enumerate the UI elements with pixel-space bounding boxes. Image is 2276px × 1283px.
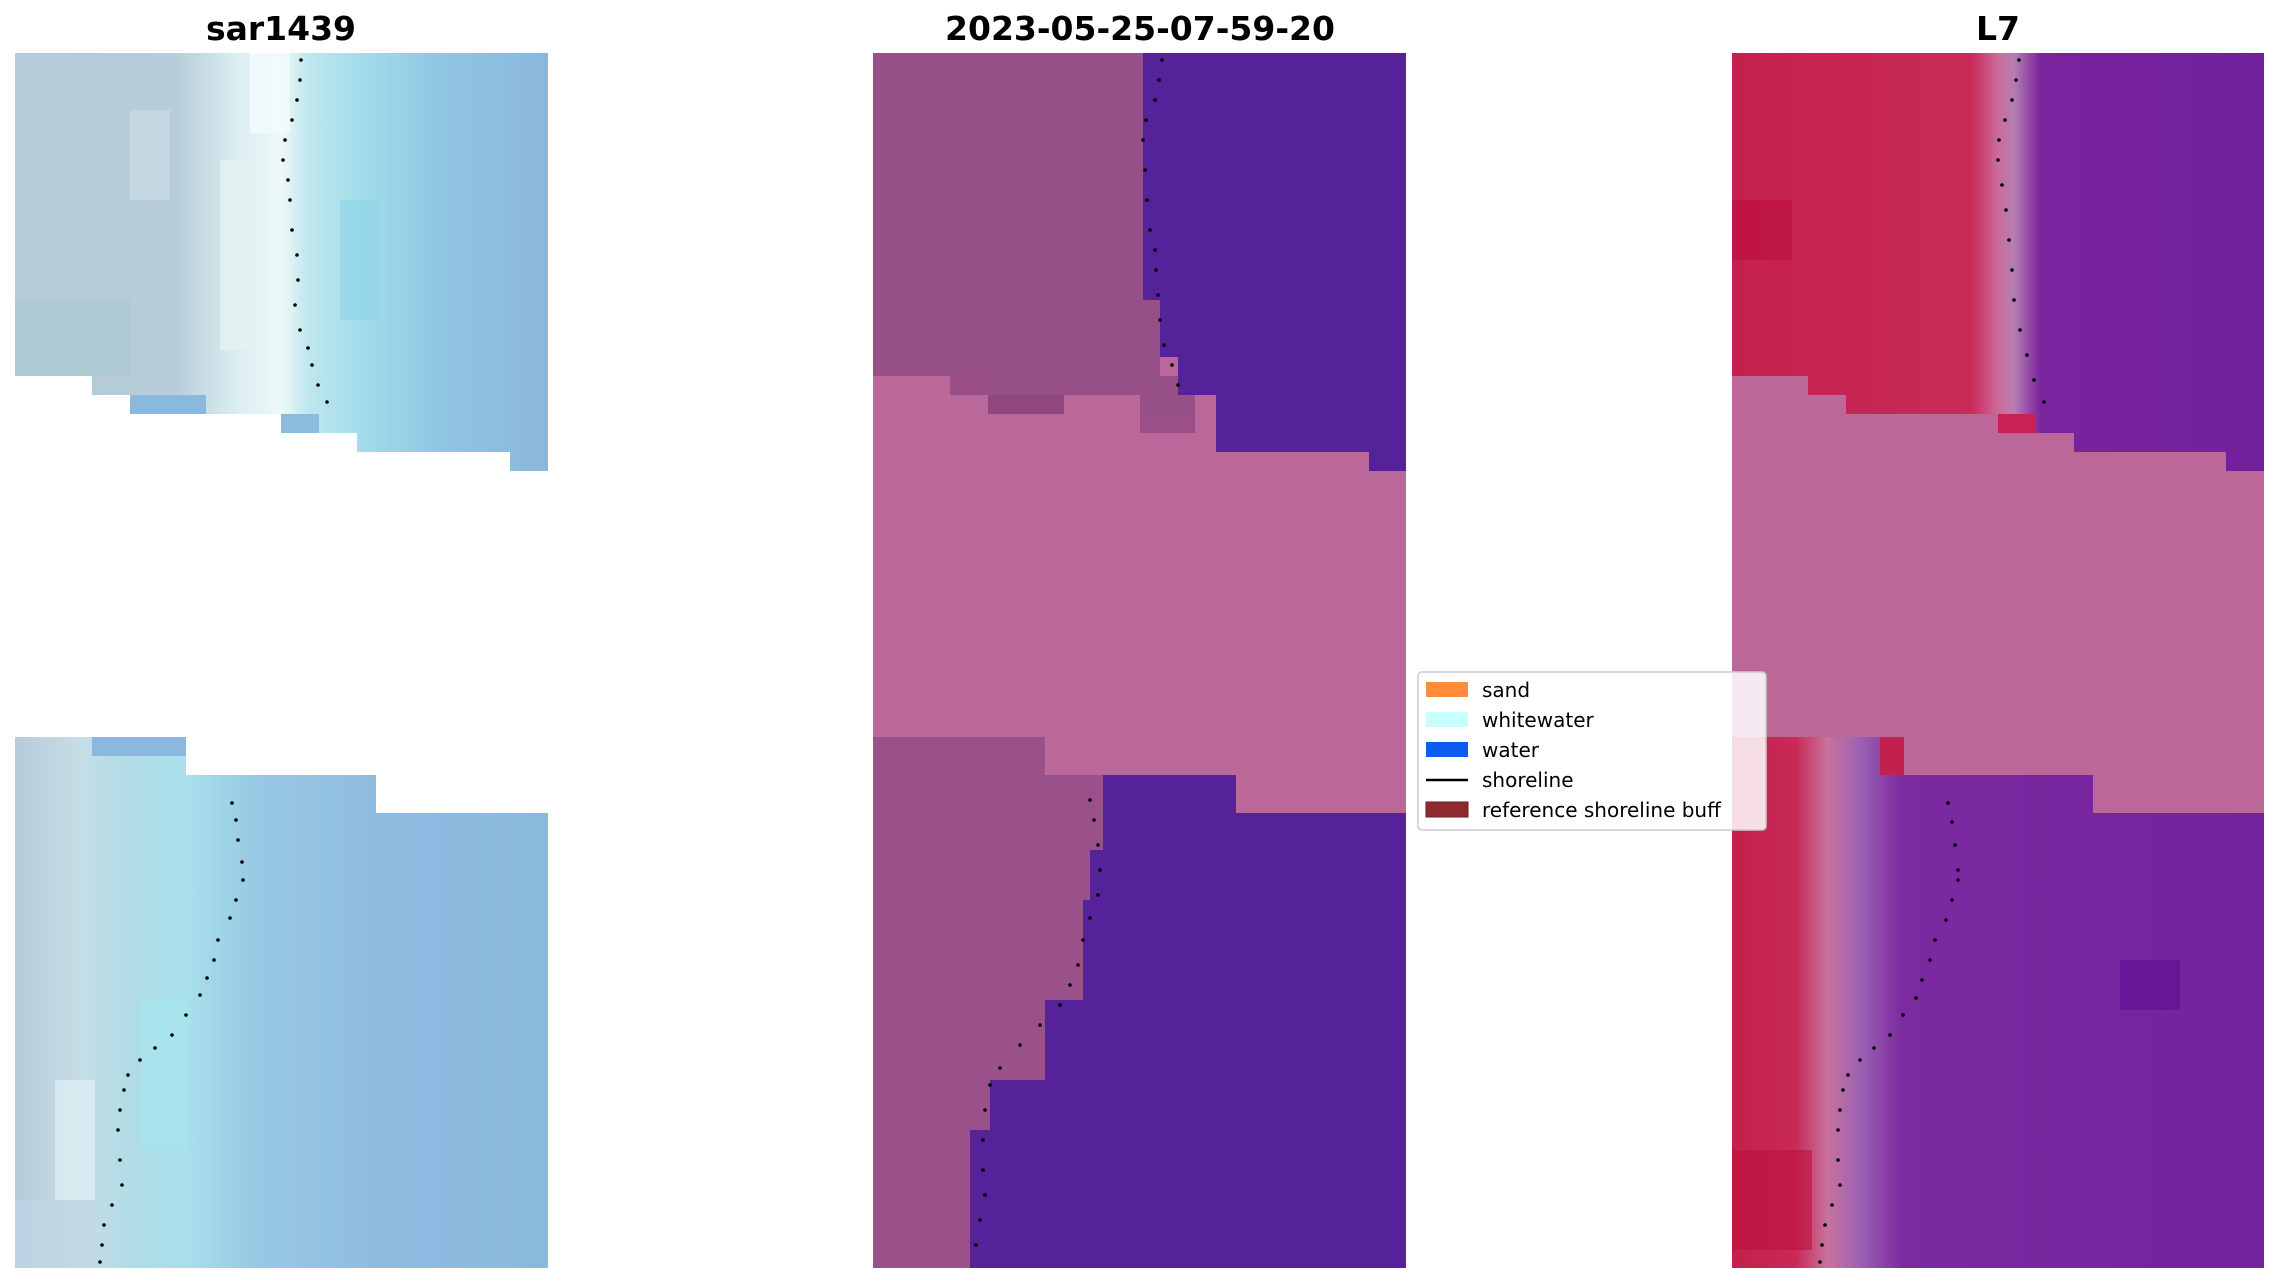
class-land-bottom xyxy=(873,737,1103,1268)
legend-item-whitewater: whitewater xyxy=(1426,708,1594,732)
panel-classification: 2023-05-25-07-59-20 xyxy=(873,9,1406,1268)
svg-text:shoreline: shoreline xyxy=(1482,768,1574,792)
panel-title-classification: 2023-05-25-07-59-20 xyxy=(945,9,1335,48)
panel-sar1439: sar1439 xyxy=(15,9,548,1268)
svg-text:reference shoreline buff: reference shoreline buff xyxy=(1482,798,1722,822)
legend-item-sand: sand xyxy=(1426,678,1530,702)
sar-image-bottom xyxy=(15,737,548,1268)
shoreline-sar-top xyxy=(281,58,329,404)
sar-image-top xyxy=(15,53,548,471)
panel-title-l7: L7 xyxy=(1976,9,2020,48)
legend: sand whitewater water shoreline referenc… xyxy=(1417,671,1767,831)
legend-item-water: water xyxy=(1426,738,1540,762)
legend-item-shoreline: shoreline xyxy=(1426,768,1574,792)
class-water-top xyxy=(1143,53,1406,471)
class-land-top xyxy=(873,53,1195,414)
shoreline-l7-bottom xyxy=(1818,801,1960,1264)
panel-title-sar1439: sar1439 xyxy=(206,9,356,48)
shoreline-class-top xyxy=(1141,58,1180,387)
shoreline-l7-top xyxy=(1996,58,2046,404)
panel-l7: L7 xyxy=(1732,9,2264,1268)
svg-text:whitewater: whitewater xyxy=(1482,708,1594,732)
svg-text:water: water xyxy=(1482,738,1540,762)
class-water-bottom xyxy=(970,775,1406,1268)
shoreline-class-bottom xyxy=(974,798,1102,1247)
svg-text:sand: sand xyxy=(1482,678,1530,702)
legend-item-reference-shoreline-buffer: reference shoreline buff xyxy=(1425,798,1722,822)
l7-image-bottom xyxy=(1732,737,2264,1268)
l7-image-top xyxy=(1732,53,2264,471)
legend-box xyxy=(1417,671,1767,831)
shoreline-sar-bottom xyxy=(98,801,245,1264)
